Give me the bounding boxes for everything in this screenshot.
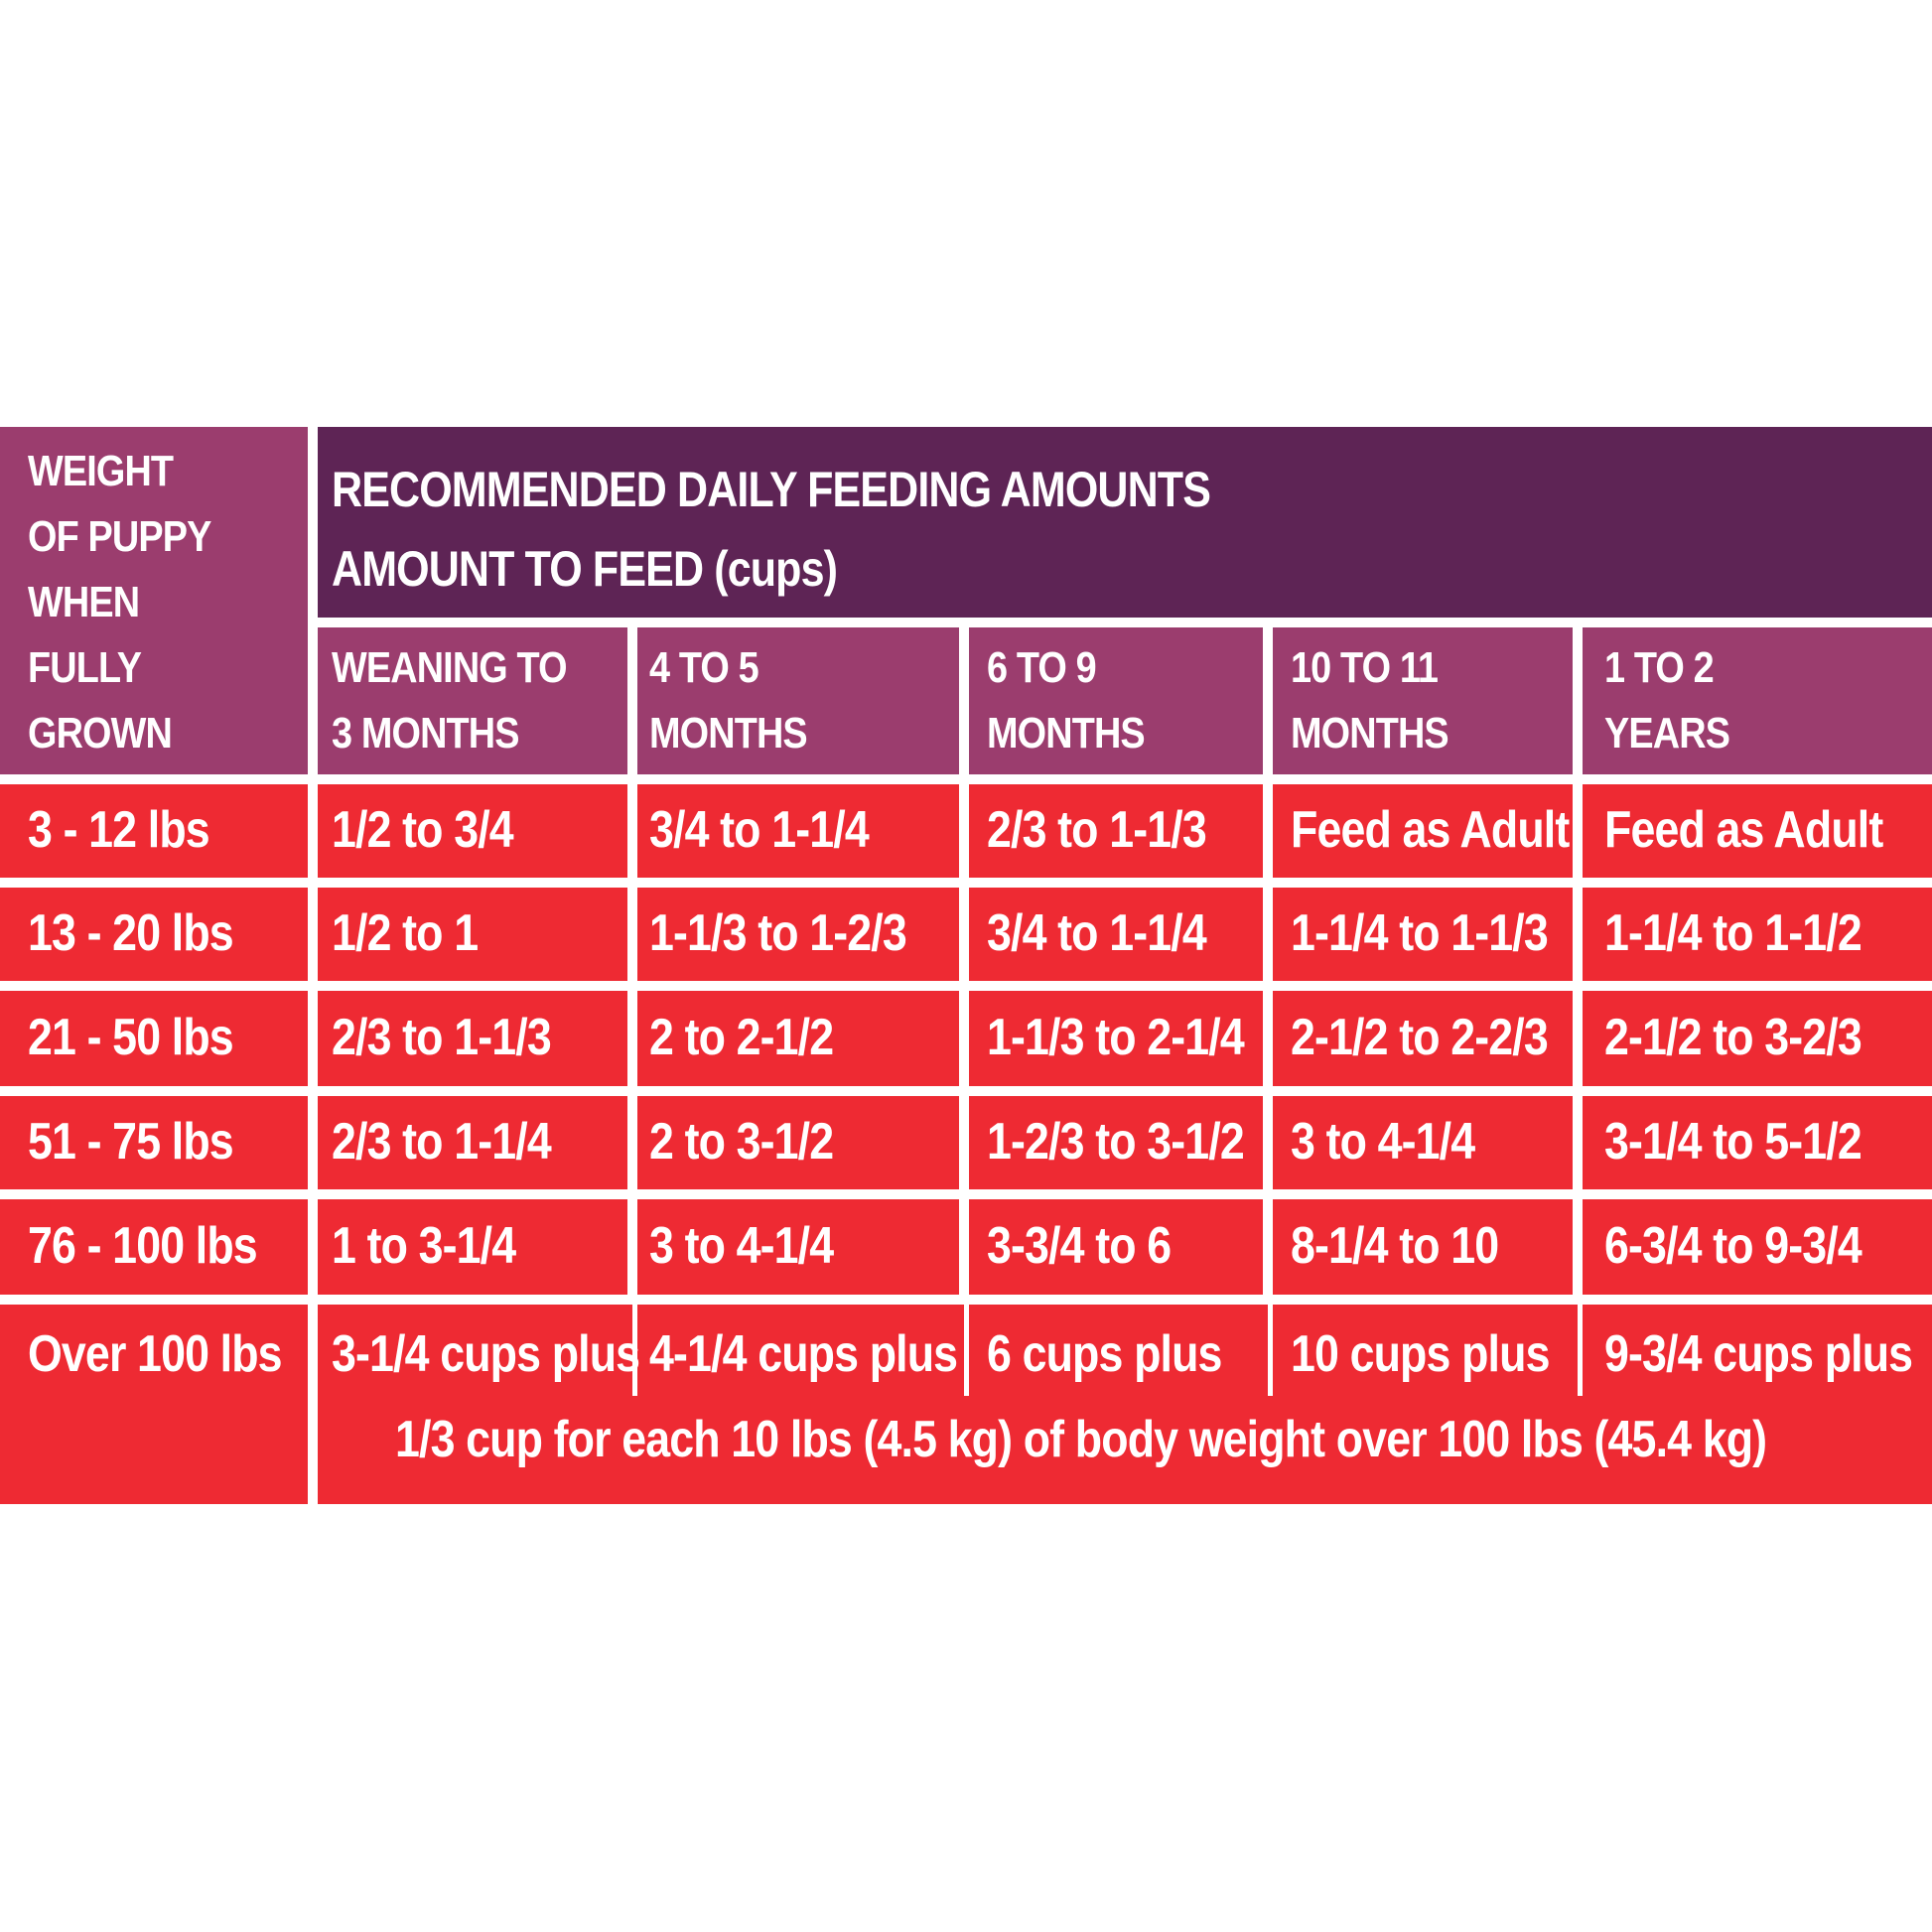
weight-header-line: WEIGHT	[28, 447, 174, 495]
amount-value: 6-3/4 to 9-3/4	[1604, 1217, 1863, 1275]
feeding-chart: WEIGHT OF PUPPY WHEN FULLY GROWN RECOMME…	[0, 427, 1932, 1504]
column-divider	[964, 1305, 969, 1396]
column-header: 10 TO 11 MONTHS	[1273, 627, 1573, 774]
amount-value: 6 cups plus	[987, 1325, 1222, 1383]
amount-value: 1-1/3 to 1-2/3	[649, 904, 907, 962]
amount-cell: 1-1/3 to 2-1/4	[969, 991, 1263, 1086]
amount-value: 3/4 to 1-1/4	[987, 904, 1207, 962]
weight-cell: 51 - 75 lbs	[0, 1096, 308, 1189]
amount-value: 2/3 to 1-1/4	[332, 1113, 552, 1171]
amount-value: 1-1/4 to 1-1/3	[1291, 904, 1549, 962]
column-divider	[632, 1305, 637, 1396]
amount-cell: 8-1/4 to 10	[1273, 1199, 1573, 1295]
amount-cell: 3 to 4-1/4	[1273, 1096, 1573, 1189]
amount-cell: 3/4 to 1-1/4	[969, 888, 1263, 981]
amount-cell: 1-1/4 to 1-1/2	[1583, 888, 1932, 981]
column-header-line2: 3 MONTHS	[332, 709, 520, 758]
amount-cell: 2-1/2 to 2-2/3	[1273, 991, 1573, 1086]
column-header-line1: 10 TO 11	[1291, 643, 1439, 692]
amount-value: 2/3 to 1-1/3	[987, 801, 1207, 859]
amount-cell: 3/4 to 1-1/4	[637, 784, 959, 878]
overflow-block: 3-1/4 cups plus 4-1/4 cups plus 6 cups p…	[318, 1305, 1932, 1504]
title-banner: RECOMMENDED DAILY FEEDING AMOUNTS AMOUNT…	[318, 427, 1932, 618]
amount-cell: Feed as Adult	[1273, 784, 1573, 878]
weight-header-cell: WEIGHT OF PUPPY WHEN FULLY GROWN	[0, 427, 308, 774]
amount-value: 1-2/3 to 3-1/2	[987, 1113, 1245, 1171]
column-divider	[1578, 1305, 1583, 1396]
amount-cell: 3 to 4-1/4	[637, 1199, 959, 1295]
column-header-line2: YEARS	[1604, 709, 1730, 758]
amount-cell: 2/3 to 1-1/3	[969, 784, 1263, 878]
column-header-line1: 6 TO 9	[987, 643, 1097, 692]
column-header-line1: WEANING TO	[332, 643, 568, 692]
column-header: 6 TO 9 MONTHS	[969, 627, 1263, 774]
amount-value: 1/2 to 3/4	[332, 801, 514, 859]
table-title: RECOMMENDED DAILY FEEDING AMOUNTS	[332, 462, 1211, 517]
weight-cell: 76 - 100 lbs	[0, 1199, 308, 1295]
amount-value: Feed as Adult	[1604, 801, 1883, 859]
column-header: WEANING TO 3 MONTHS	[318, 627, 627, 774]
weight-label: 51 - 75 lbs	[28, 1113, 234, 1171]
amount-cell: Feed as Adult	[1583, 784, 1932, 878]
weight-label: 76 - 100 lbs	[28, 1217, 258, 1275]
amount-value: 1-1/3 to 2-1/4	[987, 1009, 1245, 1066]
weight-label: 21 - 50 lbs	[28, 1009, 234, 1066]
weight-header-line: OF PUPPY	[28, 512, 211, 561]
amount-cell: 2/3 to 1-1/4	[318, 1096, 627, 1189]
amount-cell: 2/3 to 1-1/3	[318, 991, 627, 1086]
amount-value: 8-1/4 to 10	[1291, 1217, 1499, 1275]
weight-header-line: GROWN	[28, 709, 173, 758]
amount-value: 1 to 3-1/4	[332, 1217, 516, 1275]
weight-cell: 21 - 50 lbs	[0, 991, 308, 1086]
weight-cell: 3 - 12 lbs	[0, 784, 308, 878]
amount-value: 1-1/4 to 1-1/2	[1604, 904, 1863, 962]
amount-cell: 2 to 3-1/2	[637, 1096, 959, 1189]
weight-label: Over 100 lbs	[28, 1325, 283, 1383]
amount-value: 2-1/2 to 2-2/3	[1291, 1009, 1549, 1066]
column-divider	[1268, 1305, 1273, 1396]
footnote: 1/3 cup for each 10 lbs (4.5 kg) of body…	[395, 1411, 1767, 1468]
amount-value: 2/3 to 1-1/3	[332, 1009, 552, 1066]
amount-cell: 2-1/2 to 3-2/3	[1583, 991, 1932, 1086]
amount-value: 2-1/2 to 3-2/3	[1604, 1009, 1863, 1066]
amount-cell: 1/2 to 1	[318, 888, 627, 981]
weight-header-line: WHEN	[28, 578, 140, 626]
amount-value: 10 cups plus	[1291, 1325, 1550, 1383]
amount-cell: 1-1/4 to 1-1/3	[1273, 888, 1573, 981]
amount-value: 1/2 to 1	[332, 904, 479, 962]
amount-cell: 3-3/4 to 6	[969, 1199, 1263, 1295]
amount-value: 4-1/4 cups plus	[649, 1325, 958, 1383]
amount-value: Feed as Adult	[1291, 801, 1570, 859]
amount-value: 3/4 to 1-1/4	[649, 801, 870, 859]
column-header-line1: 4 TO 5	[649, 643, 759, 692]
amount-value: 3 to 4-1/4	[649, 1217, 834, 1275]
amount-value: 3-1/4 to 5-1/2	[1604, 1113, 1863, 1171]
amount-value: 2 to 3-1/2	[649, 1113, 834, 1171]
amount-cell: 1/2 to 3/4	[318, 784, 627, 878]
weight-label: 3 - 12 lbs	[28, 801, 210, 859]
column-header-line2: MONTHS	[1291, 709, 1449, 758]
weight-label: 13 - 20 lbs	[28, 904, 234, 962]
column-header: 4 TO 5 MONTHS	[637, 627, 959, 774]
weight-cell: 13 - 20 lbs	[0, 888, 308, 981]
table-subtitle: AMOUNT TO FEED (cups)	[332, 541, 838, 597]
amount-value: 9-3/4 cups plus	[1604, 1325, 1913, 1383]
column-header-line1: 1 TO 2	[1604, 643, 1715, 692]
amount-cell: 6-3/4 to 9-3/4	[1583, 1199, 1932, 1295]
column-header-line2: MONTHS	[649, 709, 808, 758]
weight-cell: Over 100 lbs	[0, 1305, 308, 1504]
amount-value: 3 to 4-1/4	[1291, 1113, 1475, 1171]
amount-cell: 1-1/3 to 1-2/3	[637, 888, 959, 981]
amount-cell: 1-2/3 to 3-1/2	[969, 1096, 1263, 1189]
amount-value: 3-1/4 cups plus	[332, 1325, 640, 1383]
amount-cell: 2 to 2-1/2	[637, 991, 959, 1086]
amount-value: 2 to 2-1/2	[649, 1009, 834, 1066]
amount-cell: 1 to 3-1/4	[318, 1199, 627, 1295]
amount-value: 3-3/4 to 6	[987, 1217, 1172, 1275]
column-header-line2: MONTHS	[987, 709, 1146, 758]
column-header: 1 TO 2 YEARS	[1583, 627, 1932, 774]
weight-header-line: FULLY	[28, 643, 142, 692]
amount-cell: 3-1/4 to 5-1/2	[1583, 1096, 1932, 1189]
